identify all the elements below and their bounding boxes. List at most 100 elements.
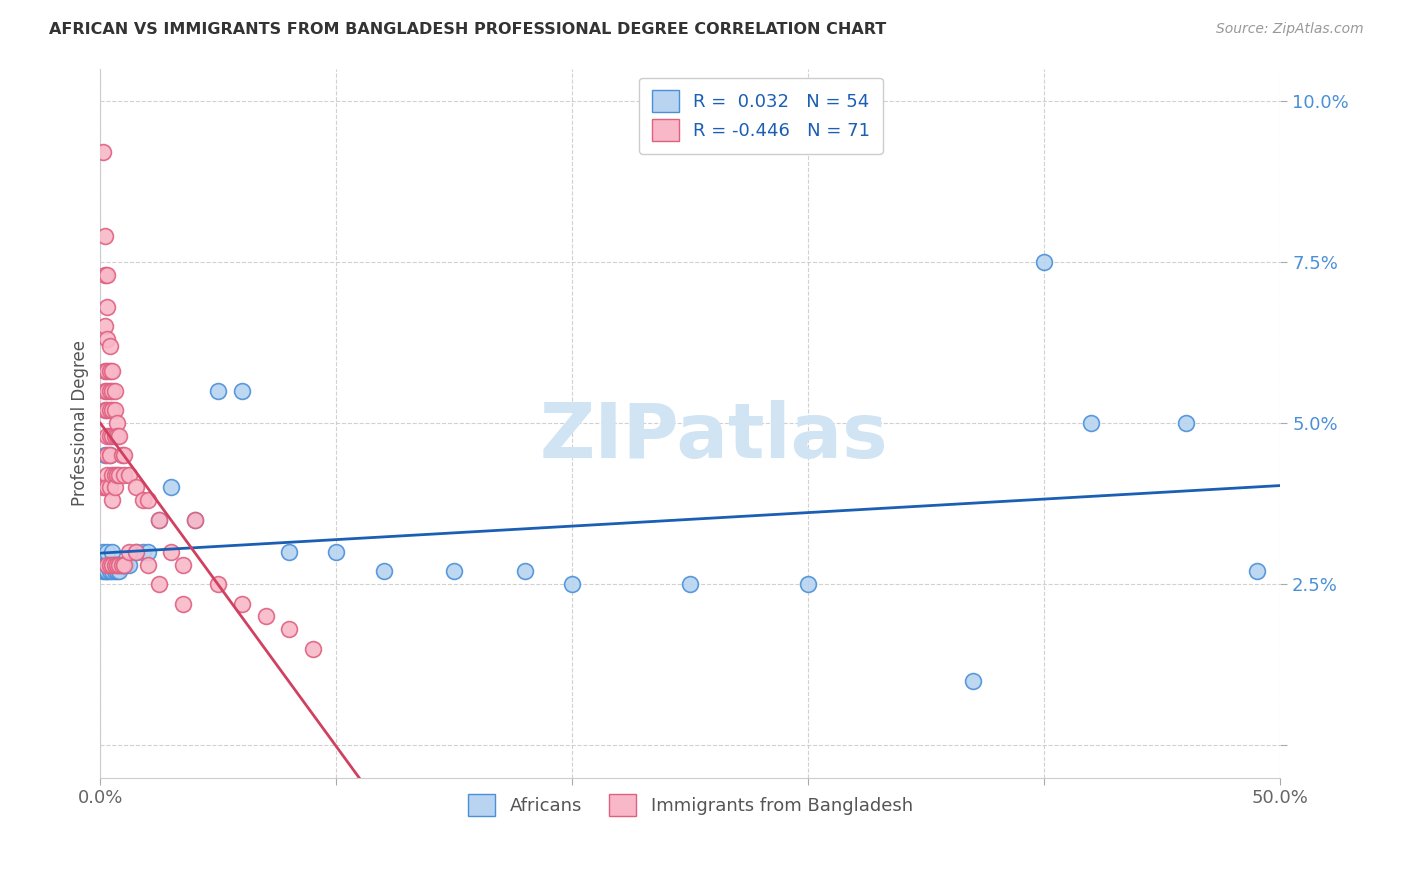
Point [207, 577, 229, 591]
Point [231, 384, 253, 398]
Point [103, 429, 125, 443]
Point [103, 558, 125, 572]
Point [96, 332, 118, 346]
Point [443, 564, 465, 578]
Point [103, 467, 125, 482]
Point [184, 513, 207, 527]
Point [96, 364, 118, 378]
Point [148, 577, 170, 591]
Point [96, 558, 118, 572]
Point [98, 558, 121, 572]
Point [373, 564, 395, 578]
Point [1174, 416, 1197, 430]
Point [103, 558, 125, 572]
Point [103, 403, 125, 417]
Point [94, 448, 117, 462]
Point [94, 564, 117, 578]
Point [679, 577, 702, 591]
Point [98, 403, 121, 417]
Point [96, 384, 118, 398]
Point [160, 481, 183, 495]
Point [94, 319, 117, 334]
Point [112, 448, 135, 462]
Point [231, 597, 253, 611]
Point [1080, 416, 1102, 430]
Point [278, 623, 301, 637]
Point [1033, 255, 1056, 269]
Point [101, 558, 124, 572]
Point [118, 467, 141, 482]
Point [103, 558, 125, 572]
Point [105, 564, 128, 578]
Point [98, 364, 121, 378]
Point [148, 513, 170, 527]
Point [112, 558, 135, 572]
Point [118, 545, 141, 559]
Point [98, 558, 121, 572]
Point [1246, 564, 1268, 578]
Point [301, 641, 323, 656]
Point [96, 545, 118, 559]
Point [172, 597, 194, 611]
Text: Source: ZipAtlas.com: Source: ZipAtlas.com [1216, 22, 1364, 37]
Point [98, 481, 121, 495]
Point [101, 558, 124, 572]
Point [136, 558, 159, 572]
Point [160, 545, 183, 559]
Point [94, 558, 117, 572]
Point [125, 481, 148, 495]
Point [94, 268, 117, 282]
Text: ZIPatlas: ZIPatlas [540, 401, 889, 475]
Point [96, 564, 118, 578]
Point [101, 545, 124, 559]
Point [108, 429, 131, 443]
Point [110, 558, 132, 572]
Point [96, 403, 118, 417]
Point [207, 384, 229, 398]
Point [101, 403, 124, 417]
Point [105, 558, 128, 572]
Point [325, 545, 347, 559]
Point [112, 558, 135, 572]
Point [91, 545, 114, 559]
Point [125, 545, 148, 559]
Point [172, 558, 194, 572]
Point [184, 513, 207, 527]
Point [96, 448, 118, 462]
Point [96, 558, 118, 572]
Point [98, 339, 121, 353]
Point [108, 467, 131, 482]
Point [103, 564, 125, 578]
Point [94, 558, 117, 572]
Point [118, 558, 141, 572]
Point [91, 564, 114, 578]
Point [132, 493, 155, 508]
Point [103, 481, 125, 495]
Point [101, 558, 124, 572]
Point [110, 558, 132, 572]
Point [101, 493, 124, 508]
Point [101, 467, 124, 482]
Point [96, 268, 118, 282]
Point [96, 481, 118, 495]
Point [962, 673, 984, 688]
Point [94, 364, 117, 378]
Point [96, 564, 118, 578]
Point [98, 429, 121, 443]
Point [254, 609, 277, 624]
Point [101, 564, 124, 578]
Point [96, 558, 118, 572]
Point [797, 577, 820, 591]
Point [98, 558, 121, 572]
Point [108, 564, 131, 578]
Point [98, 564, 121, 578]
Point [105, 416, 128, 430]
Point [101, 429, 124, 443]
Point [105, 558, 128, 572]
Point [108, 558, 131, 572]
Point [98, 384, 121, 398]
Point [148, 513, 170, 527]
Point [112, 558, 135, 572]
Point [105, 467, 128, 482]
Point [96, 467, 118, 482]
